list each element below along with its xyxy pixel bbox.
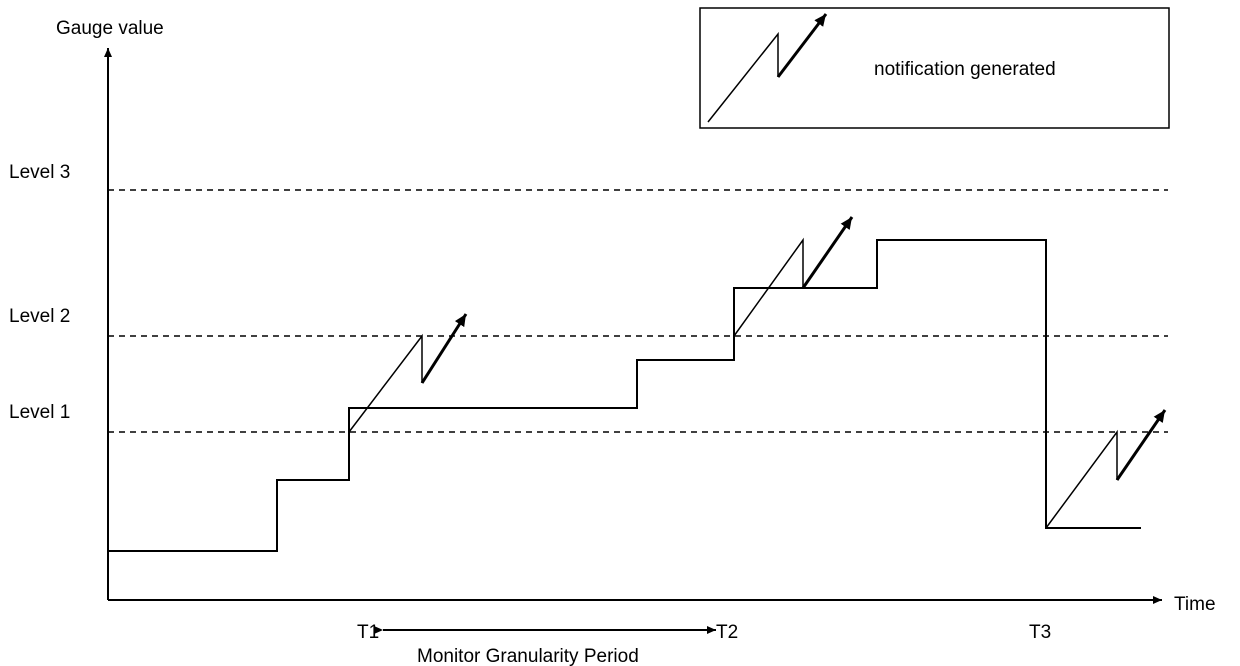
- level-2-label: Level 2: [9, 306, 70, 327]
- legend-label: notification generated: [874, 59, 1056, 80]
- notification-marker: [1045, 409, 1167, 529]
- y-axis-label: Gauge value: [56, 18, 164, 39]
- notification-marker: [733, 216, 854, 337]
- level-1-label: Level 1: [9, 402, 70, 423]
- time-marker-t2: T2: [716, 622, 738, 643]
- x-axis-label: Time: [1174, 594, 1216, 615]
- level-3-label: Level 3: [9, 162, 70, 183]
- time-marker-t1: T1: [357, 622, 379, 643]
- notification-marker: [348, 313, 468, 433]
- time-marker-t3: T3: [1029, 622, 1051, 643]
- granularity-period-label: Monitor Granularity Period: [417, 646, 639, 666]
- legend: notification generated: [699, 7, 1170, 129]
- gauge-step-curve: [108, 239, 1141, 552]
